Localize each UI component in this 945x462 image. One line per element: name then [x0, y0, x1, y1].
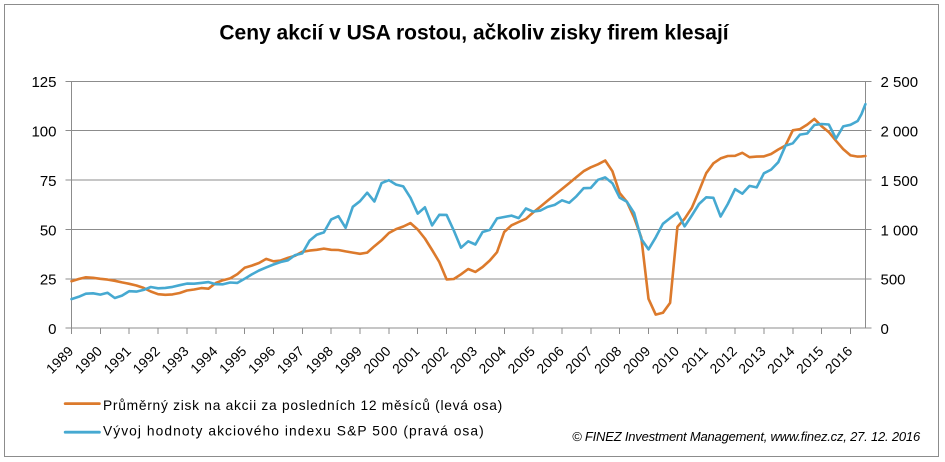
svg-text:25: 25: [40, 272, 57, 289]
svg-text:125: 125: [31, 74, 56, 91]
svg-text:0: 0: [48, 321, 56, 338]
svg-text:© FINEZ Investment Management,: © FINEZ Investment Management, www.finez…: [572, 429, 921, 444]
svg-text:1 500: 1 500: [881, 173, 919, 190]
svg-text:Průměrný zisk na akcii za posl: Průměrný zisk na akcii za posledních 12 …: [103, 398, 503, 413]
svg-text:Vývoj hodnoty akciového indexu: Vývoj hodnoty akciového indexu S&P 500 (…: [103, 424, 485, 439]
svg-text:500: 500: [881, 272, 906, 289]
svg-text:75: 75: [40, 173, 57, 190]
svg-text:50: 50: [40, 222, 57, 239]
svg-text:1 000: 1 000: [881, 222, 919, 239]
svg-text:0: 0: [881, 321, 889, 338]
svg-text:2 500: 2 500: [881, 74, 919, 91]
svg-text:100: 100: [31, 124, 56, 141]
svg-text:2 000: 2 000: [881, 124, 919, 141]
svg-text:Ceny akcií v USA rostou, ačkol: Ceny akcií v USA rostou, ačkoliv zisky f…: [219, 22, 729, 45]
